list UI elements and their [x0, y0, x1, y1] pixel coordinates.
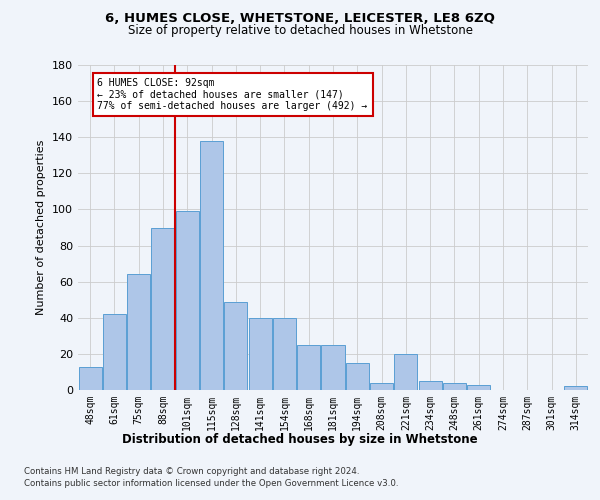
- Bar: [346, 363, 369, 390]
- Bar: [79, 366, 101, 390]
- Bar: [127, 274, 150, 390]
- Text: 6, HUMES CLOSE, WHETSTONE, LEICESTER, LE8 6ZQ: 6, HUMES CLOSE, WHETSTONE, LEICESTER, LE…: [105, 12, 495, 26]
- Bar: [297, 345, 320, 390]
- Bar: [224, 302, 247, 390]
- Bar: [103, 314, 126, 390]
- Bar: [200, 141, 223, 390]
- Bar: [151, 228, 175, 390]
- Y-axis label: Number of detached properties: Number of detached properties: [37, 140, 46, 315]
- Text: Contains public sector information licensed under the Open Government Licence v3: Contains public sector information licen…: [24, 478, 398, 488]
- Text: Distribution of detached houses by size in Whetstone: Distribution of detached houses by size …: [122, 432, 478, 446]
- Bar: [273, 318, 296, 390]
- Bar: [322, 345, 344, 390]
- Bar: [467, 384, 490, 390]
- Text: Size of property relative to detached houses in Whetstone: Size of property relative to detached ho…: [128, 24, 473, 37]
- Text: 6 HUMES CLOSE: 92sqm
← 23% of detached houses are smaller (147)
77% of semi-deta: 6 HUMES CLOSE: 92sqm ← 23% of detached h…: [97, 78, 368, 111]
- Bar: [370, 383, 393, 390]
- Text: Contains HM Land Registry data © Crown copyright and database right 2024.: Contains HM Land Registry data © Crown c…: [24, 468, 359, 476]
- Bar: [443, 383, 466, 390]
- Bar: [176, 211, 199, 390]
- Bar: [394, 354, 418, 390]
- Bar: [248, 318, 272, 390]
- Bar: [565, 386, 587, 390]
- Bar: [419, 381, 442, 390]
